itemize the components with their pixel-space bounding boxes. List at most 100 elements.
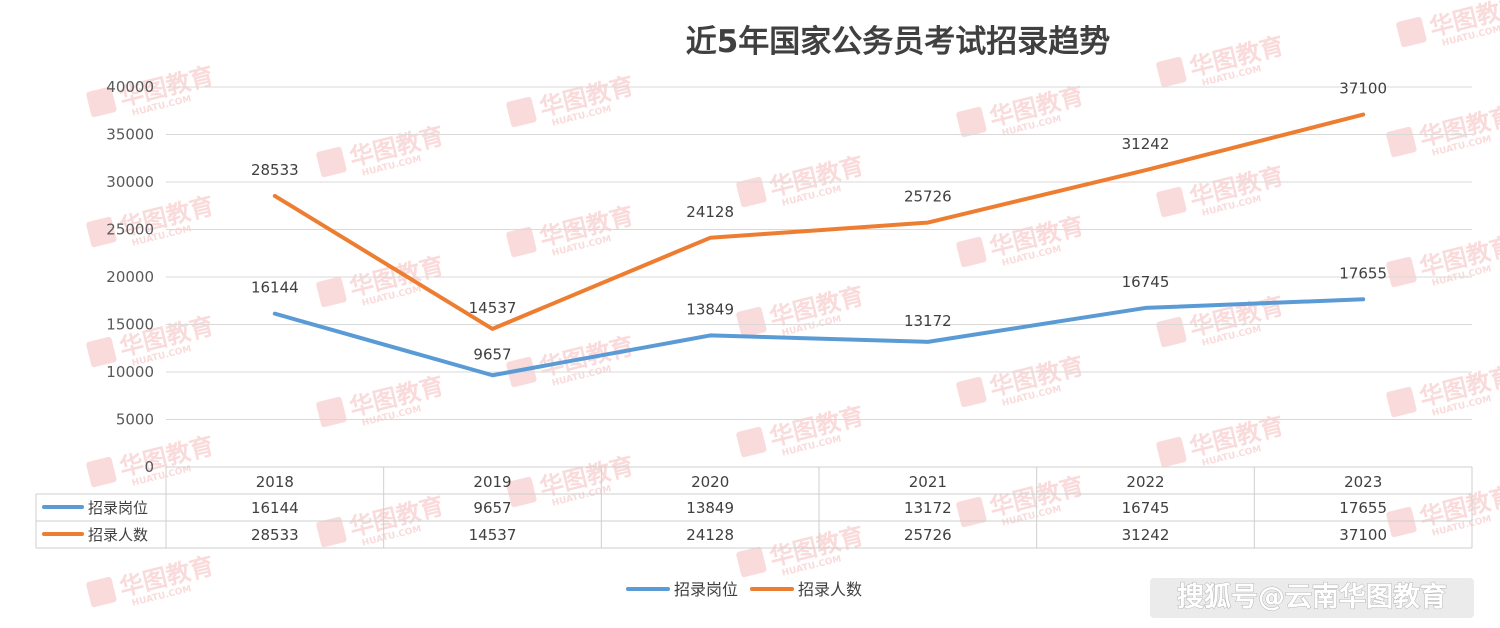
x-tick-label: 2019 [473, 473, 511, 491]
watermark-logo-icon [316, 276, 347, 308]
data-label: 13172 [904, 312, 952, 330]
watermark-logo-icon [1156, 186, 1187, 218]
legend: 招录岗位 招录人数 [626, 580, 862, 599]
y-tick-label: 40000 [106, 78, 154, 96]
watermark-logo-icon [506, 476, 537, 508]
data-label: 25726 [904, 188, 952, 206]
watermark-logo-icon [1386, 506, 1417, 538]
watermark-logo-icon [1156, 56, 1187, 88]
watermark-logo-icon [86, 216, 117, 248]
watermark-logo-icon [506, 96, 537, 128]
watermark-logo-icon [86, 336, 117, 368]
x-tick-label: 2022 [1126, 473, 1164, 491]
watermark-logo-icon [736, 546, 767, 578]
table-cell: 14537 [469, 526, 517, 544]
y-tick-label: 15000 [106, 316, 154, 334]
series-line [272, 112, 1366, 331]
data-label: 28533 [251, 161, 299, 179]
watermark-logo-icon [1386, 386, 1417, 418]
table-row-header: 招录岗位 [88, 499, 148, 517]
credit-backdrop [1150, 578, 1474, 618]
watermark-logo-icon [316, 516, 347, 548]
data-label: 14537 [469, 299, 517, 317]
x-tick-label: 2018 [256, 473, 294, 491]
table-row-header: 招录人数 [88, 526, 148, 544]
table-cell: 13849 [686, 499, 734, 517]
series-line [272, 297, 1366, 378]
table-cell: 25726 [904, 526, 952, 544]
x-tick-label: 2023 [1344, 473, 1382, 491]
data-label: 13849 [686, 300, 734, 318]
watermark-logo-icon [956, 376, 987, 408]
y-tick-label: 25000 [106, 221, 154, 239]
data-label: 9657 [473, 345, 511, 363]
watermark-logo-icon [86, 86, 117, 118]
table-cell: 24128 [686, 526, 734, 544]
data-table: 2018 2019 2020 2021 2022 2023 招录岗位 16144 9657 138… [35, 466, 1473, 549]
watermark-logo-icon [86, 456, 117, 488]
watermark-logo-icon [1156, 436, 1187, 468]
legend-label: 招录人数 [798, 580, 862, 599]
data-label: 37100 [1339, 80, 1387, 98]
table-cell: 28533 [251, 526, 299, 544]
watermark-logo-icon [956, 106, 987, 138]
watermark-logo-icon [736, 306, 767, 338]
watermark-logo-icon [956, 496, 987, 528]
data-label: 16144 [251, 279, 299, 297]
y-axis-ticks: 0 5000 10000 15000 20000 25000 30000 35000 40000 [106, 78, 154, 476]
watermark-logo-icon [316, 396, 347, 428]
x-tick-label: 2021 [909, 473, 947, 491]
table-cell: 13172 [904, 499, 952, 517]
y-tick-label: 20000 [106, 268, 154, 286]
watermark-logo-icon [956, 236, 987, 268]
watermark-logo-icon [1386, 126, 1417, 158]
watermark-logo-icon [506, 226, 537, 258]
data-label: 17655 [1339, 264, 1387, 282]
series-lines [272, 112, 1366, 378]
x-tick-label: 2020 [691, 473, 729, 491]
y-tick-label: 30000 [106, 173, 154, 191]
y-tick-label: 35000 [106, 126, 154, 144]
watermark-logo-icon [1156, 316, 1187, 348]
chart-title: 近5年国家公务员考试招录趋势 [686, 24, 1111, 60]
y-tick-label: 0 [144, 458, 154, 476]
data-labels: 16144 9657 13849 13172 16745 17655 28533 14537 2… [251, 80, 1387, 364]
data-label: 16745 [1122, 273, 1170, 291]
watermark-logo-icon [1386, 256, 1417, 288]
table-cell: 31242 [1122, 526, 1170, 544]
legend-label: 招录岗位 [674, 580, 738, 599]
table-cell: 16745 [1122, 499, 1170, 517]
y-tick-label: 5000 [116, 411, 154, 429]
table-cell: 16144 [251, 499, 299, 517]
data-label: 24128 [686, 203, 734, 221]
table-cell: 9657 [473, 499, 511, 517]
watermark-logo-icon [736, 426, 767, 458]
y-tick-label: 10000 [106, 363, 154, 381]
data-label: 31242 [1122, 135, 1170, 153]
watermark-logo-icon [1396, 16, 1427, 48]
table-cell: 17655 [1339, 499, 1387, 517]
source-credit: 搜狐号@云南华图教育 [1177, 581, 1447, 613]
watermark-logo-icon [736, 176, 767, 208]
